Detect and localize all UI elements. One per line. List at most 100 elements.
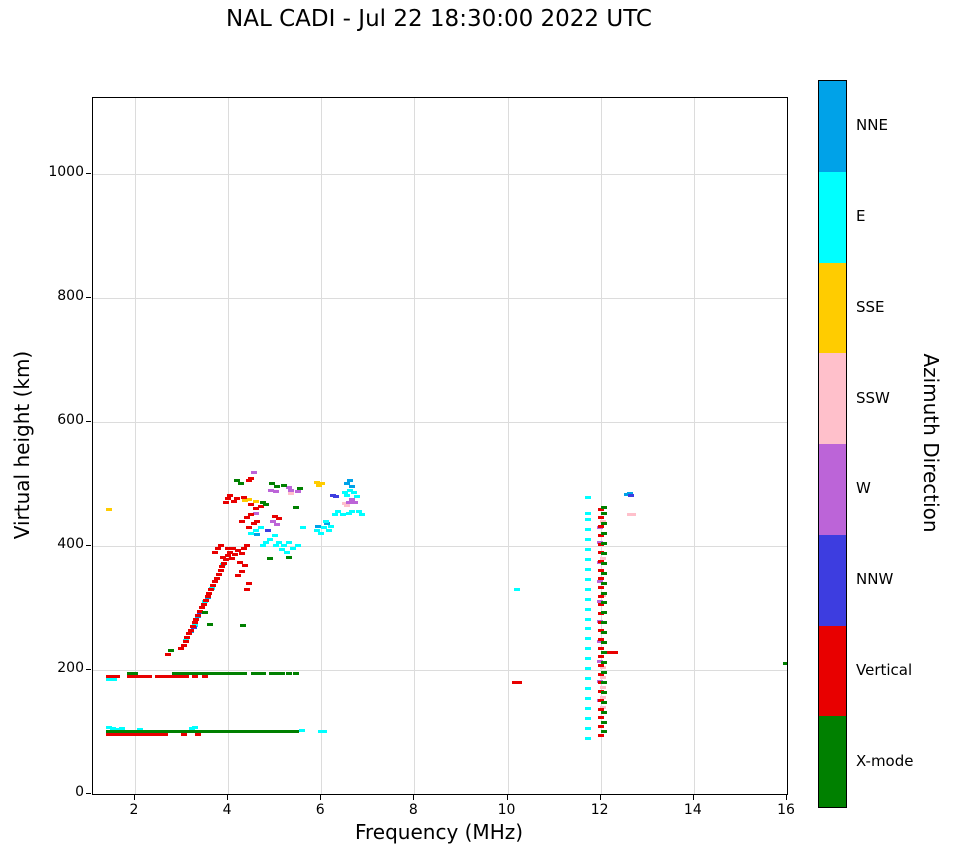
data-point-W [294,489,301,493]
x-gridline [693,98,695,794]
data-point-Vertical [243,587,250,591]
data-point-X-mode [601,601,608,605]
data-point-X-mode [601,641,608,645]
data-point-Vertical [597,724,604,728]
data-point-W [596,639,603,643]
data-point-E [257,525,264,529]
data-point-X-mode [222,671,229,675]
data-point-E [584,495,591,499]
data-point-E [283,550,290,554]
x-tick-label: 2 [129,802,139,818]
y-tick-mark [86,793,91,794]
data-point-NNE [344,482,351,486]
data-point-Vertical [250,522,257,526]
data-point-X-mode [106,730,113,734]
data-point-Vertical [597,690,604,694]
data-point-E [260,544,267,548]
x-tick-mark [320,795,322,800]
data-point-E [344,494,351,498]
data-point-X-mode [115,730,122,734]
data-point-Vertical [173,674,180,678]
data-point-Vertical [235,574,242,578]
data-point-E [584,597,591,601]
x-tick-mark [506,795,508,800]
data-point-Vertical [239,551,246,555]
data-point-E [356,510,363,514]
data-point-W [351,500,358,504]
data-point-Vertical [187,628,194,632]
data-point-X-mode [222,730,229,734]
data-point-X-mode [601,591,608,595]
colorbar [818,80,847,808]
data-point-W [596,540,603,544]
data-point-E [279,548,286,552]
data-point-Vertical [127,674,134,678]
y-tick-label: 600 [57,411,84,428]
data-point-Vertical [223,558,230,562]
x-gridline [228,98,230,794]
data-point-Vertical [276,517,283,521]
data-point-X-mode [280,484,287,488]
data-point-E [584,667,591,671]
data-point-Vertical [145,674,152,678]
data-point-Vertical [212,550,219,554]
data-point-E [353,494,360,498]
data-point-Vertical [131,674,138,678]
data-point-Vertical [197,610,204,614]
data-point-X-mode [162,730,169,734]
data-point-Vertical [248,513,255,517]
data-point-X-mode [110,730,117,734]
data-point-X-mode [201,610,208,614]
x-tick-mark [133,795,135,800]
y-tick-label: 200 [57,659,84,676]
data-point-X-mode [238,482,245,486]
data-point-X-mode [601,631,608,635]
data-point-X-mode [227,671,234,675]
data-point-Vertical [217,569,224,573]
data-point-X-mode [190,730,197,734]
data-point-SSW [341,502,348,506]
data-point-Vertical [200,602,207,606]
data-point-X-mode [292,505,299,509]
colorbar-segment-Vertical [819,625,846,717]
data-point-E [584,706,591,710]
data-point-X-mode [134,730,141,734]
data-point-Vertical [155,674,162,678]
data-point-X-mode [129,730,136,734]
data-point-X-mode [285,555,292,559]
data-point-SSW [626,513,633,517]
data-point-E [109,726,116,730]
data-point-Vertical [597,672,604,676]
data-point-Vertical [220,555,227,559]
colorbar-label-NNE: NNE [856,116,888,135]
data-point-X-mode [601,571,608,575]
data-point-X-mode [601,730,608,734]
data-point-Vertical [184,636,191,640]
x-tick-mark [413,795,415,800]
data-point-Vertical [597,620,604,624]
data-point-X-mode [213,730,220,734]
data-point-Vertical [194,732,201,736]
data-point-X-mode [180,671,187,675]
data-point-SSW [599,685,606,689]
data-point-Vertical [597,516,604,520]
data-point-X-mode [250,671,257,675]
data-point-Vertical [210,584,217,588]
y-tick-mark [86,296,91,298]
data-point-NNW [333,494,340,498]
data-point-E [192,726,199,730]
data-point-W [596,580,603,584]
data-point-E [584,657,591,661]
data-point-E [584,548,591,552]
data-point-X-mode [208,730,215,734]
data-point-Vertical [143,732,150,736]
data-point-X-mode [601,551,608,555]
data-point-X-mode [232,730,239,734]
x-gridline [134,98,136,794]
data-point-Vertical [597,646,604,650]
data-point-Vertical [229,546,236,550]
y-tick-mark [86,544,91,546]
data-point-Vertical [597,664,604,668]
data-point-Vertical [241,495,248,499]
